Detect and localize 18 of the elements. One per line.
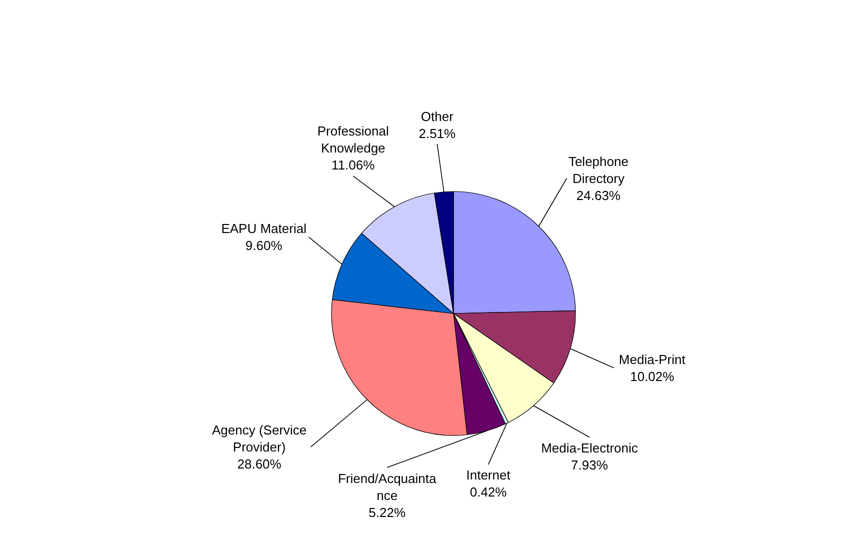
data-label: 5.22%: [368, 504, 406, 520]
data-label: 11.06%: [332, 158, 376, 173]
data-label: 10.02%: [630, 368, 675, 384]
slice-label: Telephone Directory: [568, 154, 628, 186]
data-label: 9.60%: [245, 238, 283, 254]
slice-label: Other: [420, 108, 454, 124]
data-label: 24.63%: [576, 188, 621, 203]
slice-label: Internet: [466, 468, 511, 483]
slice-label: Friend/Acquainta nce: [338, 470, 437, 503]
slice-label: Media-Electronic: [541, 440, 638, 456]
data-label: 2.51%: [418, 126, 456, 141]
slice-label: Professional Knowledge: [317, 124, 389, 156]
data-label: 28.60%: [237, 456, 282, 472]
slice-label: EAPU Material: [221, 221, 307, 236]
slice-label: Media-Print: [618, 352, 686, 367]
data-label: 0.42%: [470, 484, 508, 500]
slice-label: Agency (Service Provider): [212, 422, 307, 454]
data-label: 7.93%: [571, 457, 608, 472]
